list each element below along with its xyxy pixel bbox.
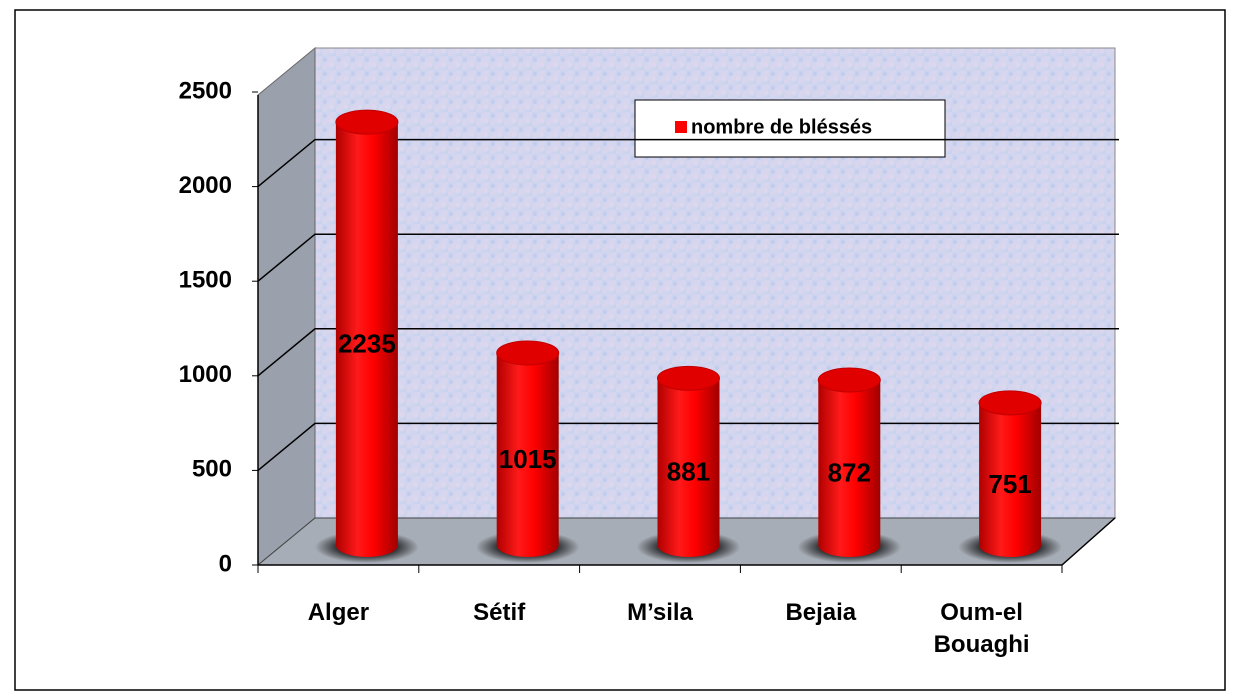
x-tick-label: M’sila (627, 599, 693, 626)
value-label: 881 (667, 457, 710, 487)
value-label: 1015 (499, 444, 557, 474)
bar (979, 402, 1042, 557)
bar (818, 380, 881, 557)
legend-swatch (675, 121, 687, 133)
y-tick-label: 500 (192, 456, 232, 483)
y-tick-label: 0 (219, 550, 232, 577)
bar-top (817, 367, 881, 393)
frame (14, 9, 1226, 691)
side-wall (257, 46, 316, 567)
bar (496, 352, 559, 557)
value-label: 2235 (338, 328, 396, 358)
y-tick-label: 2500 (179, 77, 232, 104)
y-tick-label: 1000 (179, 361, 232, 388)
grid-line (257, 328, 1119, 377)
grid-line (257, 138, 1119, 188)
value-label: 751 (988, 469, 1031, 499)
bar-top (496, 340, 560, 366)
bar (335, 122, 398, 557)
value-label: 872 (828, 457, 871, 487)
bar (657, 378, 720, 557)
grid-line (257, 233, 1119, 282)
bar-top (657, 365, 720, 391)
y-tick-label: 2000 (179, 172, 232, 199)
bar-top (978, 390, 1042, 416)
y-tick-label: 1500 (179, 267, 232, 294)
x-tick-label: Sétif (473, 599, 526, 626)
x-tick-label: Oum-el Bouaghi (933, 599, 1030, 658)
floor-edge (1061, 517, 1116, 566)
x-tick-label: Alger (307, 599, 370, 626)
x-tick-label: Bejaia (785, 599, 857, 626)
legend-label: nombre de bléssés (691, 116, 872, 138)
bar-top (335, 109, 399, 135)
